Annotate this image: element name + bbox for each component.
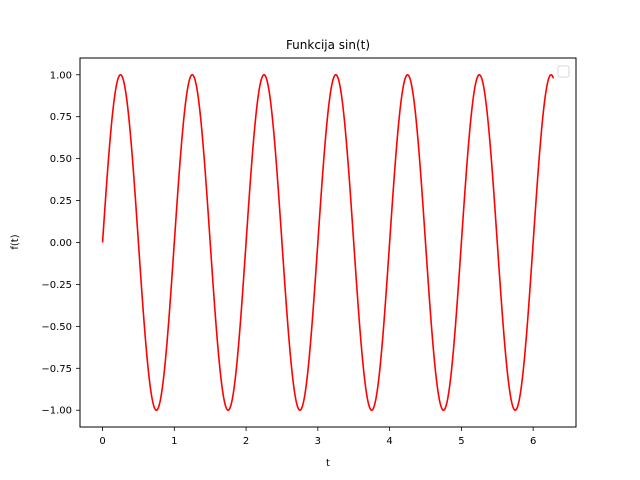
plot-area bbox=[79, 57, 577, 428]
y-axis-label: f(t) bbox=[10, 234, 21, 249]
x-tick-label: 1 bbox=[171, 436, 177, 447]
chart-title: Funkcija sin(t) bbox=[286, 38, 370, 52]
y-tick-label: 0.50 bbox=[50, 154, 72, 165]
x-axis-label: t bbox=[326, 458, 330, 469]
x-tick-label: 0 bbox=[99, 436, 105, 447]
y-tick-label: 0.75 bbox=[50, 112, 72, 123]
y-tick-label: 0.00 bbox=[50, 238, 72, 249]
y-tick-label: −0.25 bbox=[41, 280, 72, 291]
y-tick-label: −0.75 bbox=[41, 364, 72, 375]
x-tick-label: 5 bbox=[458, 436, 464, 447]
y-tick-label: 0.25 bbox=[50, 196, 72, 207]
y-axis-ticks: −1.00 −0.75 −0.50 −0.25 0.00 0.25 0.50 0.75 1.00 bbox=[41, 70, 80, 417]
x-axis-ticks: 0 1 2 3 4 5 6 bbox=[99, 427, 536, 447]
x-tick-label: 3 bbox=[315, 436, 321, 447]
series-layer bbox=[101, 73, 555, 412]
x-tick-label: 2 bbox=[243, 436, 249, 447]
x-tick-label: 6 bbox=[530, 436, 536, 447]
y-tick-label: −0.50 bbox=[41, 322, 72, 333]
legend-box bbox=[557, 65, 570, 78]
y-tick-label: −1.00 bbox=[41, 406, 72, 417]
series-line bbox=[101, 73, 555, 412]
y-tick-label: 1.00 bbox=[50, 70, 72, 81]
x-tick-label: 4 bbox=[386, 436, 392, 447]
